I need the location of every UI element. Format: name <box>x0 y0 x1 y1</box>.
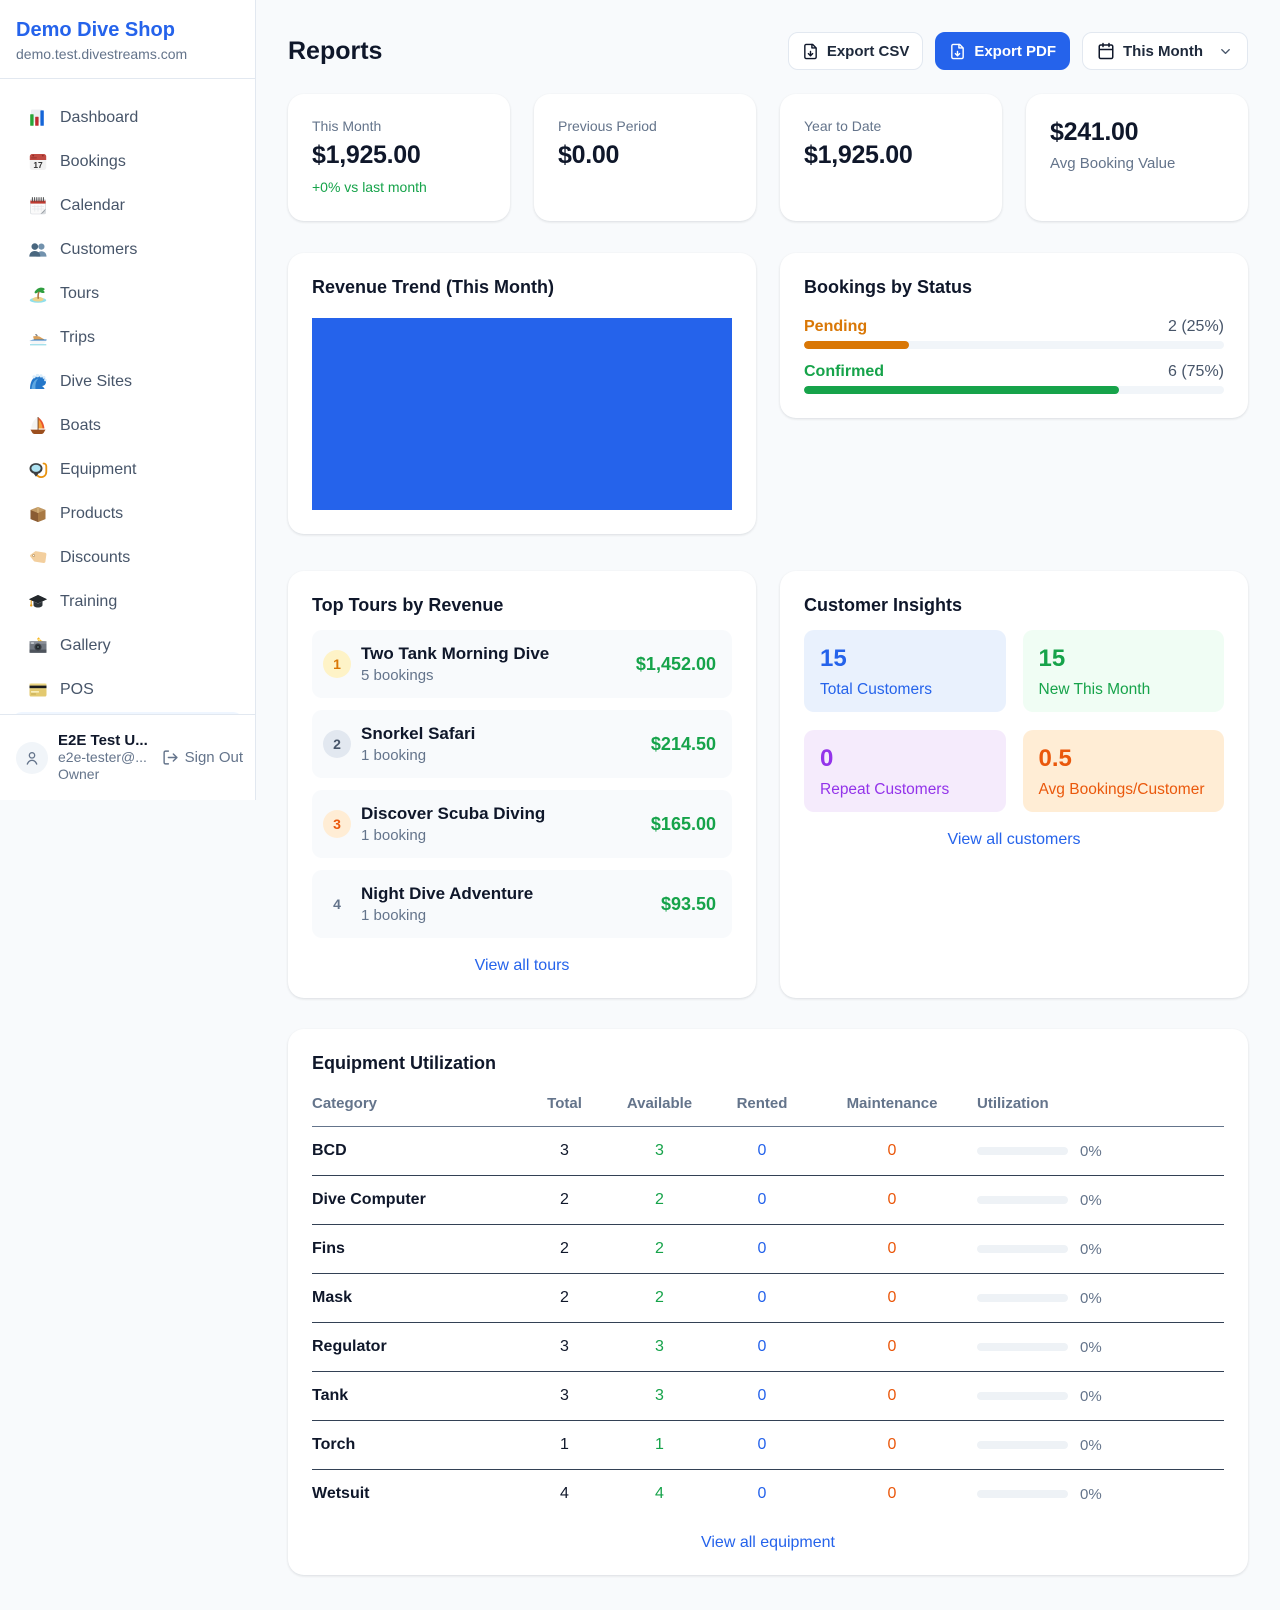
svg-text:17: 17 <box>33 160 43 170</box>
